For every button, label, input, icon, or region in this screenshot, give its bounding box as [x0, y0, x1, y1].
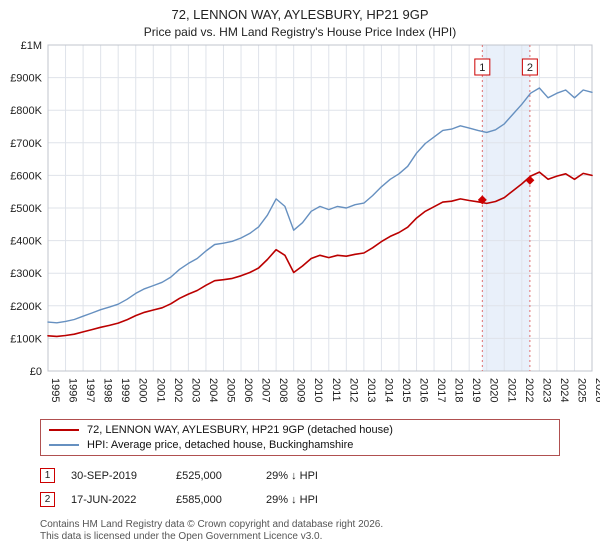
sale-number-badge-2: 2	[40, 492, 55, 507]
sale-number-text: 1	[479, 62, 485, 74]
x-tick-label: 1999	[119, 378, 131, 402]
chart-legend: 72, LENNON WAY, AYLESBURY, HP21 9GP (det…	[40, 419, 560, 456]
sale-hpi-diff-2: 29% ↓ HPI	[266, 493, 318, 506]
x-tick-label: 2026	[593, 378, 600, 402]
x-tick-label: 2017	[435, 378, 447, 402]
legend-line-blue	[49, 444, 79, 446]
x-tick-label: 2008	[277, 378, 289, 402]
sale-number-badge-1: 1	[40, 468, 55, 483]
x-tick-label: 2021	[505, 378, 517, 402]
y-tick-label: £0	[30, 366, 42, 378]
legend-item-property: 72, LENNON WAY, AYLESBURY, HP21 9GP (det…	[49, 424, 551, 436]
sale-annotations: 1 30-SEP-2019 £525,000 29% ↓ HPI 2 17-JU…	[40, 468, 560, 507]
y-tick-label: £700K	[10, 138, 42, 150]
sale-date-2: 17-JUN-2022	[71, 493, 137, 506]
chart-title: 72, LENNON WAY, AYLESBURY, HP21 9GP	[171, 7, 429, 22]
sale-price-1: £525,000	[176, 469, 222, 482]
footer-line-2: This data is licensed under the Open Gov…	[40, 531, 323, 542]
footer-line-1: Contains HM Land Registry data © Crown c…	[40, 519, 384, 530]
sale-annotation-row-1: 1 30-SEP-2019 £525,000 29% ↓ HPI	[40, 468, 560, 483]
x-tick-label: 2003	[189, 378, 201, 402]
x-tick-label: 1997	[84, 378, 96, 402]
x-tick-label: 2020	[488, 378, 500, 402]
price-history-chart: 1 2 £0 £100K £200K £300K £400K £500K £600K £700K £…	[10, 41, 600, 402]
x-tick-label: 2011	[330, 378, 342, 402]
legend-label-property: 72, LENNON WAY, AYLESBURY, HP21 9GP (det…	[87, 424, 393, 436]
x-tick-label: 2022	[523, 378, 535, 402]
x-tick-label: 2013	[365, 378, 377, 402]
x-tick-label: 2009	[295, 378, 307, 402]
x-tick-label: 1996	[67, 378, 79, 402]
x-tick-label: 2000	[137, 378, 149, 402]
sale-marker-diamond	[525, 175, 535, 185]
y-tick-label: £800K	[10, 105, 42, 117]
y-tick-label: £900K	[10, 73, 42, 85]
x-tick-label: 2004	[207, 378, 219, 402]
sale-number-text: 2	[527, 62, 533, 74]
x-tick-label: 2005	[224, 378, 236, 402]
y-tick-label: £400K	[10, 236, 42, 248]
sale-marker-diamond	[477, 195, 487, 205]
x-tick-label: 2016	[418, 378, 430, 402]
x-tick-label: 2018	[453, 378, 465, 402]
x-tick-label: 2007	[260, 378, 272, 402]
x-tick-label: 2019	[470, 378, 482, 402]
x-tick-label: 2010	[312, 378, 324, 402]
sale-date-1: 30-SEP-2019	[71, 469, 138, 482]
x-tick-label: 2002	[172, 378, 184, 402]
x-tick-label: 2014	[382, 378, 394, 402]
legend-label-hpi: HPI: Average price, detached house, Buck…	[87, 439, 354, 451]
x-tick-label: 1998	[102, 378, 114, 402]
y-tick-label: £500K	[10, 203, 42, 215]
x-tick-label: 2024	[558, 378, 570, 402]
chart-subtitle: Price paid vs. HM Land Registry's House …	[143, 25, 457, 39]
x-tick-label: 2015	[400, 378, 412, 402]
y-tick-label: £1M	[21, 41, 42, 52]
x-tick-label: 2012	[347, 378, 359, 402]
x-tick-label: 2025	[575, 378, 587, 402]
sale-annotation-row-2: 2 17-JUN-2022 £585,000 29% ↓ HPI	[40, 492, 560, 507]
y-tick-label: £600K	[10, 170, 42, 182]
sale-hpi-diff-1: 29% ↓ HPI	[266, 469, 318, 482]
price-paid-line	[47, 171, 593, 338]
sale-price-2: £585,000	[176, 493, 222, 506]
plot-border	[47, 44, 593, 372]
x-tick-label: 2023	[540, 378, 552, 402]
y-tick-label: £100K	[10, 333, 42, 345]
x-tick-label: 2001	[154, 378, 166, 402]
copyright-footer: Contains HM Land Registry data © Crown c…	[40, 519, 560, 543]
sale-number-box	[521, 58, 538, 76]
y-tick-label: £200K	[10, 301, 42, 313]
legend-line-red	[49, 429, 79, 431]
legend-item-hpi: HPI: Average price, detached house, Buck…	[49, 439, 551, 451]
x-tick-label: 1995	[49, 378, 61, 402]
x-tick-label: 2006	[242, 378, 254, 402]
sale-number-box	[474, 58, 491, 76]
y-tick-label: £300K	[10, 268, 42, 280]
hpi-line	[47, 87, 593, 324]
